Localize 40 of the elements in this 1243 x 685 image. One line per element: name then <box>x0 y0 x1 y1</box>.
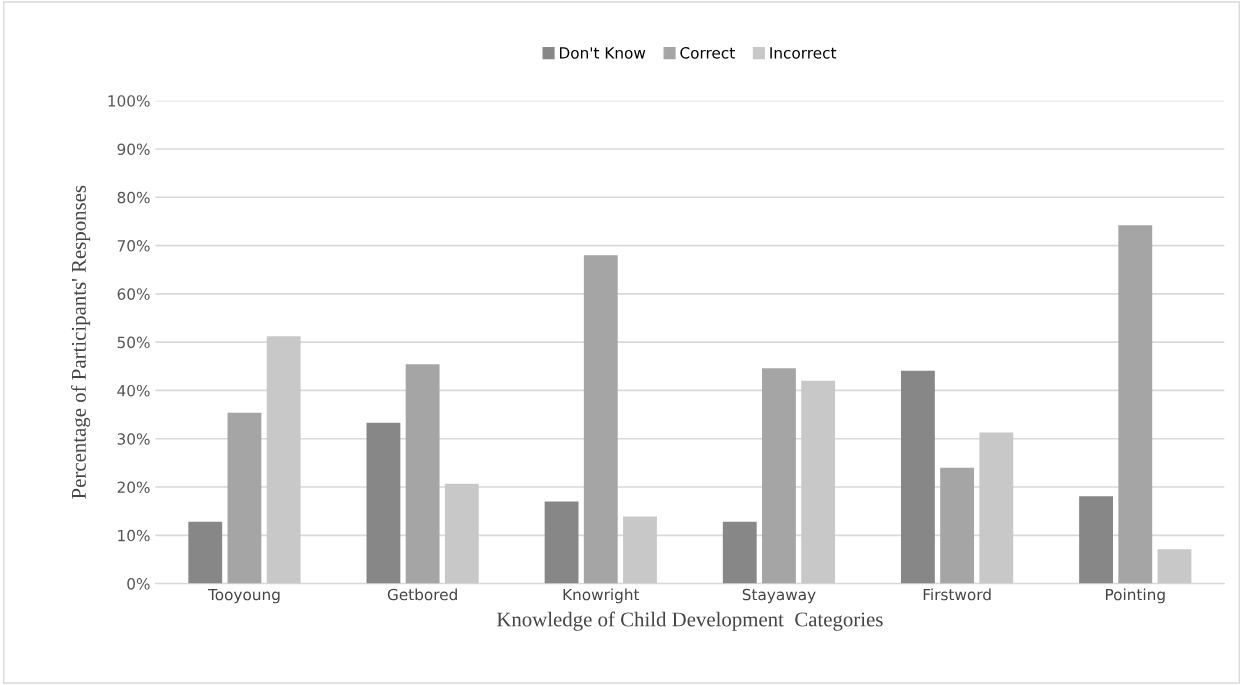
x-tick-label: Firstword <box>923 588 991 601</box>
bar <box>1157 549 1192 584</box>
bar <box>900 370 935 584</box>
x-tick-label: Stayaway <box>742 588 816 604</box>
y-tick-label: 50% <box>117 336 150 349</box>
y-tick-label: 20% <box>117 481 150 494</box>
y-tick-label: 70% <box>117 240 150 252</box>
bar <box>188 521 223 584</box>
bar <box>405 364 440 584</box>
bar <box>801 380 836 584</box>
bar <box>366 422 401 584</box>
bar <box>979 432 1014 584</box>
y-tick-label: 80% <box>117 191 150 204</box>
legend-label: Incorrect <box>770 47 837 59</box>
y-tick-label: 40% <box>117 384 150 397</box>
y-tick-label: 30% <box>117 433 150 445</box>
y-tick-label: 100% <box>108 95 150 107</box>
y-tick-label: 90% <box>117 143 150 156</box>
y-tick-label: 10% <box>118 529 150 542</box>
bar <box>544 501 579 584</box>
bar <box>583 255 618 584</box>
x-tick-label: Tooyoung <box>207 588 280 604</box>
x-tick-label: Pointing <box>1106 588 1165 604</box>
bar <box>762 368 796 584</box>
bar <box>940 467 975 584</box>
bar <box>1079 496 1113 584</box>
bar <box>1118 225 1153 584</box>
y-axis-title: Percentage of Participants' Responses <box>71 185 91 499</box>
bar <box>722 521 757 584</box>
y-tick-label: 0% <box>127 578 150 590</box>
bar <box>266 336 301 584</box>
x-tick-label: Knowright <box>563 588 640 604</box>
legend-label: Correct <box>680 47 735 59</box>
y-tick-label: 60% <box>117 288 150 300</box>
x-tick-label: Getbored <box>387 588 457 601</box>
legend-label: Don't Know <box>559 47 646 59</box>
x-axis-title: Knowledge of Child Development Categories <box>496 611 883 631</box>
bar <box>227 412 262 584</box>
bar <box>444 483 479 584</box>
bar <box>623 516 657 584</box>
